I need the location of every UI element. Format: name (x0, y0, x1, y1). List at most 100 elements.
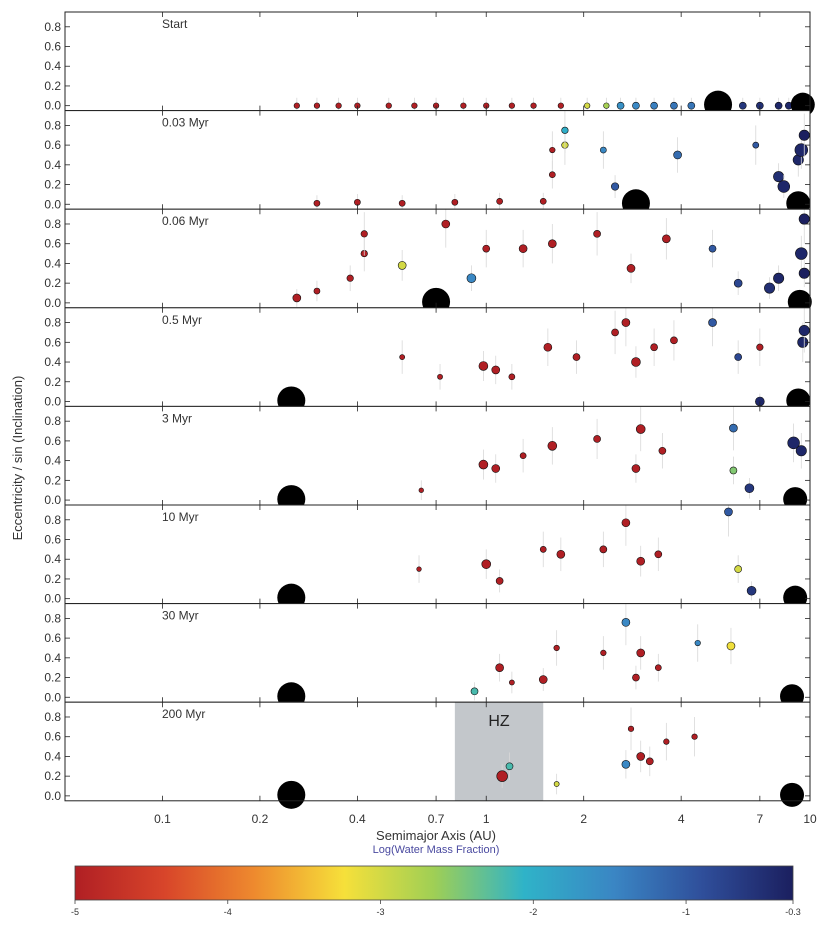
planetary-body (670, 336, 678, 345)
planetary-body (650, 101, 658, 110)
x-tick-label: 1 (483, 812, 490, 826)
planetary-body (539, 197, 547, 205)
y-tick-label: 0.6 (44, 335, 61, 349)
y-tick-label: 0.4 (44, 454, 61, 468)
planetary-body (437, 373, 443, 380)
colorbar-tick-label: -4 (224, 907, 232, 917)
y-axis-title: Eccentricity / sin (Inclination) (10, 376, 25, 541)
y-tick-label: 0.4 (44, 651, 61, 665)
planetary-body (631, 464, 641, 473)
planetary-body (496, 197, 503, 205)
planetary-body (385, 102, 392, 109)
planetary-body (508, 102, 515, 109)
colorbar-ticks: -5 -4 -3 -2 -1 -0.3 (71, 900, 801, 917)
panel-0.03-myr: 0.0 0.2 0.4 0.6 0.8 0.03 Myr (44, 110, 811, 218)
y-tick-label: 0.4 (44, 59, 61, 73)
planetary-body (724, 507, 733, 517)
y-tick-label: 0.6 (44, 434, 61, 448)
planetary-body (547, 441, 558, 451)
x-tick-label: 7 (757, 812, 764, 826)
panel-10-myr: 0.0 0.2 0.4 0.6 0.8 10 Myr (44, 504, 811, 612)
planetary-body (495, 663, 504, 672)
planetary-body (691, 733, 698, 740)
planetary-body (733, 278, 743, 288)
y-tick-label: 0.4 (44, 552, 61, 566)
planetary-body (557, 102, 564, 109)
y-tick-label: 0.4 (44, 749, 61, 763)
planetary-body (794, 143, 808, 157)
planetary-body (632, 673, 640, 682)
planetary-body (635, 424, 646, 434)
planetary-body (621, 618, 631, 627)
planetary-body (398, 199, 406, 207)
y-tick-label: 0.2 (44, 671, 61, 685)
colorbar-tick-label: -1 (682, 907, 690, 917)
y-tick-label: 0.6 (44, 138, 61, 152)
planetary-body (599, 545, 608, 554)
y-tick-label: 0.0 (44, 690, 61, 704)
y-tick-label: 0.6 (44, 631, 61, 645)
planetary-body (621, 318, 631, 327)
planetary-body (451, 198, 459, 206)
x-tick-label: 0.1 (154, 812, 171, 826)
planetary-body (650, 343, 658, 352)
colorbar-tick-label: -5 (71, 907, 79, 917)
planetary-body (519, 452, 527, 460)
y-tick-label: 0.0 (44, 197, 61, 211)
planetary-body (744, 483, 755, 494)
planetary-body (360, 230, 368, 238)
planetary-body (631, 357, 641, 367)
y-tick-label: 0.0 (44, 493, 61, 507)
planetary-body (673, 150, 682, 160)
panel-background (65, 603, 810, 703)
panel-background (65, 307, 810, 407)
y-tick-label: 0.6 (44, 730, 61, 744)
planetary-body (548, 239, 557, 249)
habitable-zone-label: HZ (488, 713, 510, 730)
x-tick-label: 0.2 (252, 812, 269, 826)
y-tick-label: 0.0 (44, 592, 61, 606)
panel-time-label: 30 Myr (162, 609, 199, 623)
planetary-body (627, 725, 635, 732)
y-tick-label: 0.6 (44, 237, 61, 251)
planetary-body (708, 318, 717, 327)
planetary-body (335, 102, 342, 109)
panel-time-label: Start (162, 17, 188, 31)
y-tick-label: 0.8 (44, 710, 61, 724)
y-tick-label: 0.2 (44, 572, 61, 586)
panel-time-label: 0.5 Myr (162, 313, 202, 327)
planetary-body (632, 101, 640, 110)
planetary-body (561, 126, 569, 134)
planetary-body (346, 274, 354, 282)
planetary-body (616, 101, 625, 110)
planetary-body (795, 247, 808, 260)
planetary-body (416, 566, 422, 572)
y-tick-label: 0.8 (44, 316, 61, 330)
planetary-body (611, 328, 619, 337)
y-tick-label: 0.8 (44, 20, 61, 34)
planetary-body (708, 244, 717, 253)
y-tick-label: 0.2 (44, 276, 61, 290)
panel-time-label: 3 Myr (162, 411, 192, 425)
planetary-body (600, 649, 607, 657)
planetary-body (636, 752, 646, 761)
planetary-body (729, 466, 738, 475)
planetary-body (636, 556, 646, 566)
planetary-body (491, 365, 501, 375)
y-tick-label: 0.2 (44, 79, 61, 93)
planetary-body (509, 679, 515, 686)
y-tick-label: 0.2 (44, 178, 61, 192)
y-tick-label: 0.2 (44, 769, 61, 783)
planetary-body (621, 760, 631, 769)
habitable-zone-band (454, 702, 544, 801)
planetary-body (313, 102, 321, 109)
planetary-body (734, 565, 742, 573)
panel-200-myr: HZ 0.0 0.2 0.4 0.6 0.8 200 Myr (44, 701, 811, 809)
planetary-body (662, 234, 671, 244)
y-tick-label: 0.0 (44, 296, 61, 310)
planetary-body (773, 171, 785, 183)
planetary-body (611, 182, 620, 191)
planetary-body (593, 230, 601, 238)
planetary-body (654, 550, 663, 559)
